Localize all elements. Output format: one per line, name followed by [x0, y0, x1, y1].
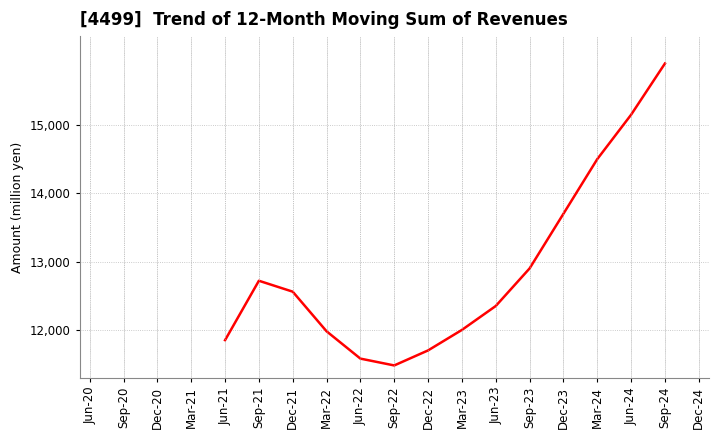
Y-axis label: Amount (million yen): Amount (million yen): [11, 141, 24, 273]
Text: [4499]  Trend of 12-Month Moving Sum of Revenues: [4499] Trend of 12-Month Moving Sum of R…: [80, 11, 567, 29]
